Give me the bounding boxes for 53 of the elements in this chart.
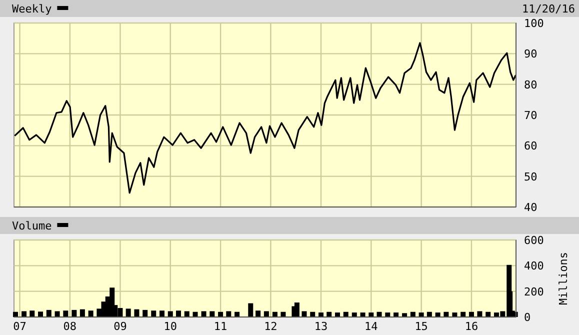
- x-tick-label: 07: [13, 320, 26, 333]
- y-tick-label: 50: [524, 170, 538, 184]
- x-tick-label: 11: [214, 320, 228, 333]
- bar: [201, 311, 206, 317]
- y-tick-label: 200: [524, 285, 544, 298]
- bar: [80, 309, 85, 317]
- y-tick-label: 40: [524, 201, 538, 214]
- bar: [402, 313, 408, 317]
- x-tick-label: 08: [63, 320, 77, 333]
- bar: [184, 311, 190, 317]
- bar: [210, 311, 215, 317]
- bar: [63, 310, 68, 317]
- bar: [264, 311, 269, 317]
- legend-label: Volume: [12, 220, 52, 232]
- bar: [256, 310, 261, 317]
- bar: [294, 302, 300, 317]
- bar: [142, 310, 148, 317]
- y-tick-label: 80: [524, 78, 538, 92]
- x-tick-label: 12: [264, 320, 278, 333]
- x-tick-label: 09: [114, 320, 127, 333]
- bar: [168, 311, 173, 317]
- x-tick-label: 16: [464, 320, 478, 333]
- legend-label: Weekly: [12, 2, 52, 16]
- bar: [88, 310, 94, 317]
- y-tick-label: 60: [524, 140, 538, 153]
- y-tick-label: 0: [524, 311, 531, 324]
- bar: [54, 311, 60, 317]
- line-series: [14, 42, 517, 194]
- text: 11/20/16: [522, 2, 575, 16]
- bar: [30, 310, 35, 317]
- bar: [151, 310, 156, 317]
- y-axis-title: Millions: [557, 252, 570, 305]
- bar: [176, 310, 181, 317]
- bar: [22, 311, 27, 317]
- bar: [46, 310, 52, 317]
- x-tick-label: 10: [164, 320, 178, 333]
- bar: [248, 303, 254, 317]
- x-tick-label: 14: [364, 320, 378, 333]
- y-tick-label: 90: [524, 48, 538, 61]
- y-tick-label: 100: [524, 17, 544, 30]
- bar: [72, 310, 77, 317]
- y-tick-label: 70: [524, 109, 538, 122]
- x-tick-label: 13: [314, 320, 328, 333]
- bar: [477, 311, 482, 317]
- bar: [38, 312, 44, 317]
- bar: [134, 309, 140, 317]
- bar: [226, 311, 232, 317]
- y-tick-label: 400: [524, 260, 544, 273]
- bar: [302, 311, 307, 317]
- bar: [126, 308, 131, 317]
- x-tick-label: 15: [414, 320, 428, 333]
- bar: [160, 310, 165, 317]
- y-tick-label: 600: [524, 234, 544, 247]
